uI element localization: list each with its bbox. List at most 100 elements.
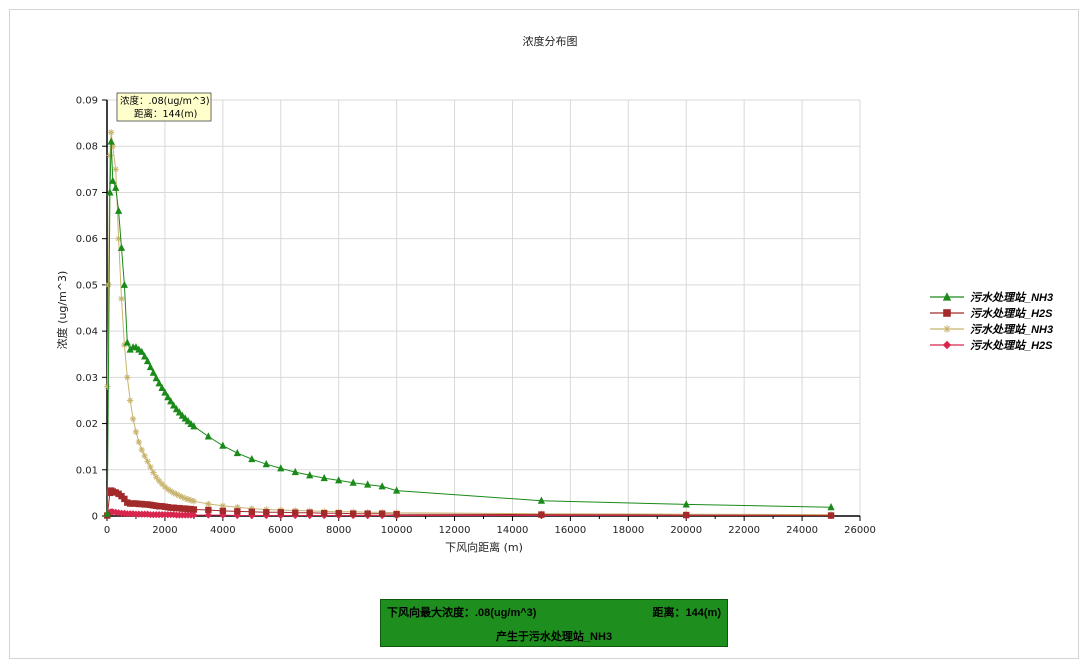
data-point xyxy=(943,325,951,333)
data-point xyxy=(943,309,951,317)
data-point xyxy=(147,463,154,471)
data-point xyxy=(349,510,357,517)
x-tick-label: 26000 xyxy=(844,525,876,536)
data-point xyxy=(335,510,342,517)
source-label: 产生于污水处理站_NH3 xyxy=(495,631,613,643)
data-point xyxy=(306,509,313,516)
data-point xyxy=(683,511,690,519)
data-point xyxy=(205,500,212,508)
x-tick-label: 8000 xyxy=(326,525,351,536)
max-concentration-label: 下风向最大浓度：.08(ug/m^3) xyxy=(387,607,537,619)
data-point xyxy=(135,438,143,446)
peak-annotation: 浓度：.08(ug/m^3) 距离：144(m) xyxy=(116,92,212,122)
data-point xyxy=(233,448,241,457)
legend-label: 污水处理站_NH3 xyxy=(970,291,1053,304)
data-point xyxy=(277,509,284,516)
x-tick-label: 22000 xyxy=(728,525,760,536)
data-point xyxy=(105,281,112,289)
data-point xyxy=(167,397,175,405)
data-point xyxy=(827,503,835,511)
data-point xyxy=(263,509,270,516)
annotation-concentration: 浓度：.08(ug/m^3) xyxy=(120,95,210,107)
data-point xyxy=(129,415,137,423)
y-tick-label: 0.07 xyxy=(76,188,98,199)
data-point xyxy=(126,397,134,404)
data-point xyxy=(321,510,328,517)
data-point xyxy=(158,383,166,391)
chart-frame xyxy=(9,9,1079,659)
data-point xyxy=(143,356,152,365)
data-point xyxy=(104,383,111,390)
y-tick-label: 0.03 xyxy=(76,373,98,384)
data-point xyxy=(172,405,181,413)
data-point xyxy=(248,508,256,516)
data-point xyxy=(161,388,169,396)
data-point xyxy=(190,498,198,505)
data-point xyxy=(120,280,128,288)
data-point xyxy=(114,206,123,214)
x-tick-label: 14000 xyxy=(497,525,529,536)
data-point xyxy=(144,458,151,465)
series-2 xyxy=(104,487,835,519)
data-point xyxy=(112,183,120,191)
x-tick-label: 4000 xyxy=(210,525,235,536)
data-point xyxy=(190,506,198,513)
data-point xyxy=(150,469,157,476)
legend-item: 污水处理站_NH3 xyxy=(930,323,1053,336)
data-point xyxy=(107,137,115,145)
data-point xyxy=(538,511,545,518)
data-point xyxy=(349,478,357,486)
data-point xyxy=(219,507,227,515)
x-tick-label: 18000 xyxy=(612,525,644,536)
data-point xyxy=(335,476,343,484)
legend-item: 污水处理站_NH3 xyxy=(930,291,1053,304)
data-point xyxy=(219,441,227,449)
x-axis-label: 下风向距离 (m) xyxy=(445,540,523,554)
legend-label: 污水处理站_H2S xyxy=(970,339,1053,352)
data-point xyxy=(234,508,241,515)
data-point xyxy=(364,480,372,488)
y-tick-label: 0 xyxy=(92,512,98,523)
data-point xyxy=(138,446,145,454)
plot-area xyxy=(107,100,860,516)
data-point xyxy=(175,408,184,416)
data-point xyxy=(190,422,198,430)
y-axis-label: 浓度 (ug/m^3) xyxy=(55,271,69,350)
y-tick-label: 0.06 xyxy=(76,234,98,245)
annotation-distance: 距离：144(m) xyxy=(134,108,197,120)
data-point xyxy=(155,379,163,387)
data-point xyxy=(138,347,146,355)
data-point xyxy=(153,473,160,481)
data-point xyxy=(291,467,299,476)
x-tick-label: 2000 xyxy=(152,525,177,536)
x-tick-label: 24000 xyxy=(786,525,818,536)
x-tick-label: 12000 xyxy=(439,525,471,536)
data-point xyxy=(204,432,212,440)
data-point xyxy=(164,393,172,401)
data-point xyxy=(248,454,256,463)
chart-title: 浓度分布图 xyxy=(523,34,578,48)
x-tick-label: 16000 xyxy=(554,525,586,536)
data-point xyxy=(320,473,328,482)
data-point xyxy=(117,243,126,251)
data-point xyxy=(190,511,198,519)
y-tick-label: 0.04 xyxy=(76,327,98,338)
y-tick-label: 0.05 xyxy=(76,280,98,291)
legend-label: 污水处理站_NH3 xyxy=(970,323,1053,336)
data-point xyxy=(124,374,131,381)
data-point xyxy=(205,506,212,514)
data-point xyxy=(141,352,149,360)
data-point xyxy=(184,496,192,503)
legend-label: 污水处理站_H2S xyxy=(970,307,1053,320)
data-point xyxy=(170,401,178,409)
data-point xyxy=(121,495,128,503)
data-point xyxy=(152,374,160,382)
data-point xyxy=(942,340,952,350)
y-tick-label: 0.02 xyxy=(76,419,98,430)
legend-item: 污水处理站_H2S xyxy=(930,339,1053,352)
data-point xyxy=(112,166,119,173)
y-tick-label: 0.09 xyxy=(76,96,98,107)
data-point xyxy=(292,509,299,516)
data-point xyxy=(393,486,401,494)
